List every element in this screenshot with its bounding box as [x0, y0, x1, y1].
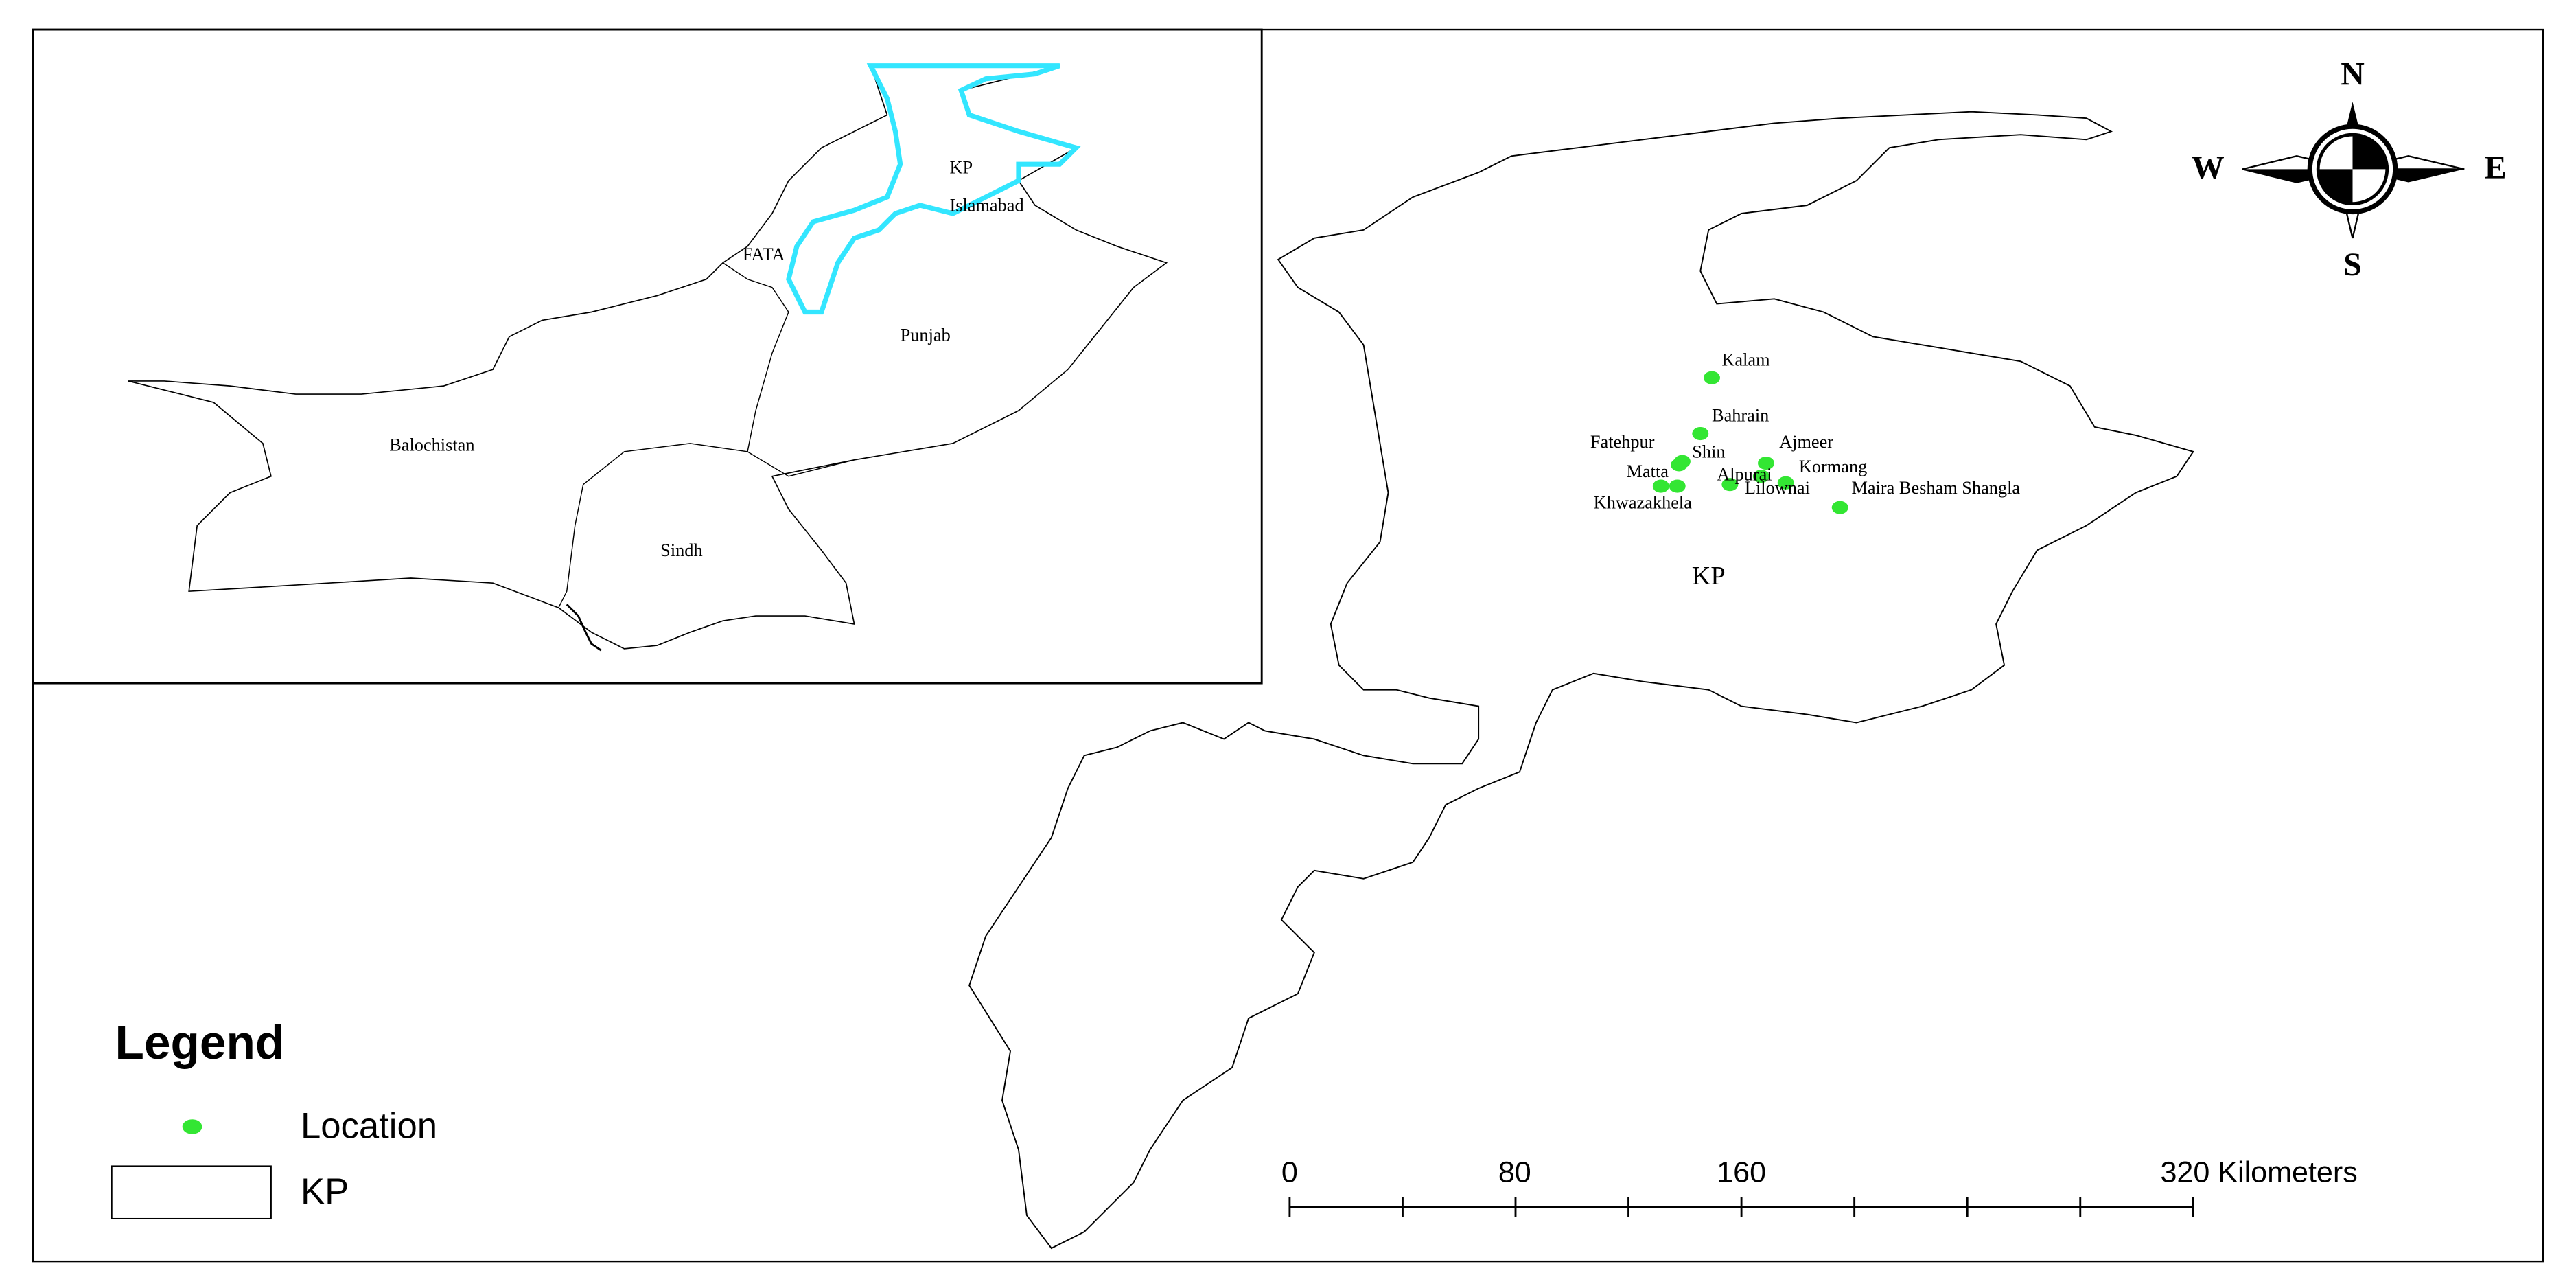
inset-label: Punjab [901, 325, 951, 345]
location-label: Matta [1627, 461, 1669, 481]
compass-label: S [2343, 246, 2362, 283]
locations: Kalam Bahrain Fatehpur Shin Ajmeer Kormang Alp… [1590, 349, 2020, 514]
scale-bar: 0 80 160 320 Kilometers [1281, 1156, 2358, 1217]
inset-label: KP [949, 157, 973, 177]
inset-label: Sindh [660, 540, 702, 560]
location-point [1777, 476, 1794, 490]
kp-outline [968, 111, 2194, 1250]
coastline-detail [566, 604, 602, 652]
location-point [1692, 426, 1709, 441]
province-border [558, 312, 789, 608]
scale-label: 160 [1717, 1156, 1766, 1189]
legend-symbol [182, 1119, 202, 1134]
location-label: Alpurai [1717, 465, 1772, 485]
scale-label: 320 Kilometers [2160, 1156, 2357, 1189]
location-point [1831, 501, 1848, 514]
compass-label: N [2341, 56, 2365, 92]
location-point [1758, 456, 1774, 470]
compass: N S E W [2192, 56, 2507, 282]
inset-label: Balochistan [389, 435, 474, 455]
pakistan-outline [128, 65, 1168, 650]
scale-label: 0 [1281, 1156, 1298, 1189]
compass-label: W [2192, 150, 2225, 186]
legend: Legend Location KP [111, 1015, 437, 1219]
legend-symbol [111, 1165, 272, 1219]
legend-title: Legend [115, 1015, 285, 1069]
legend-label: KP [301, 1171, 349, 1212]
location-point [1652, 479, 1669, 493]
location-label: Bahrain [1712, 406, 1769, 426]
province-border [722, 262, 789, 312]
location-label: Khwazakhela [1594, 492, 1693, 512]
location-label: Maira Besham Shangla [1851, 478, 2020, 498]
location-point [1669, 479, 1686, 493]
location-label: Shin [1692, 441, 1725, 461]
location-label: Kormang [1799, 457, 1867, 476]
inset-label: FATA [743, 244, 785, 264]
location-label: Ajmeer [1779, 432, 1833, 452]
location-point [1721, 478, 1739, 492]
location-point [1752, 470, 1769, 483]
scale-label: 80 [1498, 1156, 1531, 1189]
region-label: KP [1692, 562, 1726, 590]
legend-label: Location [301, 1105, 437, 1146]
inset-label: Islamabad [949, 195, 1023, 215]
location-label: Lilownai [1745, 478, 1810, 498]
location-point [1673, 455, 1691, 468]
inset-frame [32, 28, 1263, 685]
inset-kp-outline [786, 63, 1081, 315]
compass-label: E [2485, 150, 2507, 186]
location-label: Fatehpur [1590, 432, 1655, 452]
province-border [747, 451, 855, 477]
location-point [1704, 371, 1720, 384]
location-label: Kalam [1721, 349, 1770, 369]
